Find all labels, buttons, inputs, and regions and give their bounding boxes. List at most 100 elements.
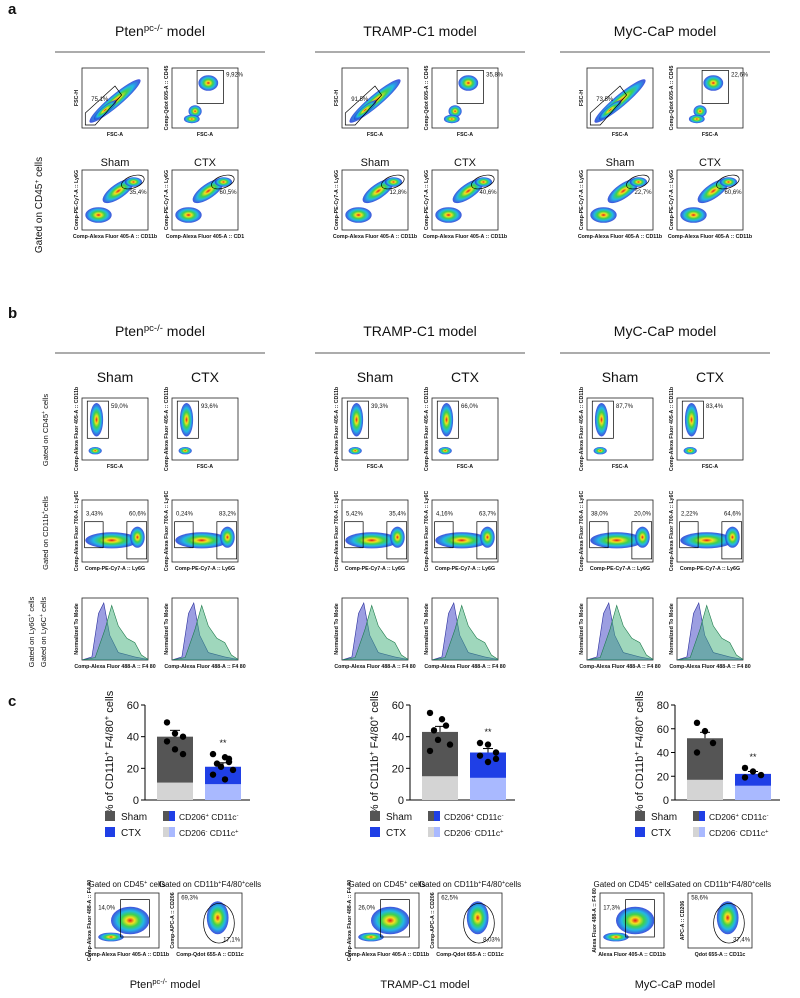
text-part: - (735, 829, 737, 835)
x-axis-label: Comp-Alexa Fluor 405-A :: CD11b (668, 234, 753, 240)
data-point (476, 752, 484, 759)
gate (701, 70, 729, 104)
plot-content (348, 402, 364, 455)
y-tick-label: 40 (127, 732, 139, 744)
text-part: MyC-CaP model (635, 979, 716, 991)
y-axis-label: FSC-H (334, 90, 340, 106)
gate-percent: 60,6% (129, 512, 147, 518)
gate (713, 903, 745, 944)
density (371, 906, 410, 935)
y-tick-label: 60 (657, 724, 669, 736)
data-point (430, 727, 438, 734)
text-part: Pten (115, 23, 144, 39)
data-point (171, 746, 179, 753)
density (466, 901, 489, 935)
density (448, 105, 462, 118)
gate (196, 70, 224, 104)
data-point (741, 774, 749, 781)
significance: ** (484, 727, 492, 737)
plot-content (85, 177, 143, 223)
gate (126, 521, 148, 560)
text-part: cells (147, 880, 165, 889)
plot-content (342, 602, 408, 660)
text-part: + (242, 880, 245, 886)
plot-content (590, 526, 650, 549)
x-axis-label: Comp-Alexa Fluor 405-A :: CD11b (85, 952, 170, 958)
density (198, 75, 219, 91)
plot-content (88, 402, 104, 455)
histogram (342, 604, 408, 660)
data-point (426, 709, 434, 717)
text-part: TRAMP-C1 model (363, 323, 477, 339)
text-part: + (728, 880, 731, 886)
data-point (229, 766, 237, 774)
data-point (476, 739, 484, 747)
text-part: cells (245, 880, 261, 889)
gate-percent: 35,4% (130, 190, 148, 196)
gate (120, 899, 150, 938)
data-point (179, 733, 187, 740)
text-part: cells (27, 596, 36, 613)
x-axis-label: Comp-PE-Cy7-A :: Ly6G (680, 566, 740, 572)
text-part: Gated on CD11b (41, 514, 50, 570)
model-title: MyC-CaP model (614, 323, 716, 339)
density (719, 177, 738, 187)
density (688, 114, 705, 124)
plot-content (683, 402, 699, 455)
text-part: + (34, 180, 41, 184)
y-tick-label: 0 (663, 795, 669, 807)
density (175, 207, 202, 223)
gate-percent: 39,3% (371, 404, 389, 410)
density (452, 178, 484, 204)
density (175, 532, 229, 549)
y-axis-label: % of CD11b+ F4/80+ cells (102, 690, 117, 814)
condition-header: CTX (454, 157, 477, 169)
x-axis-label: Comp-Alexa Fluor 488-A :: F4 80 (579, 664, 660, 670)
condition-header: CTX (699, 157, 722, 169)
density (93, 100, 117, 120)
plot-content (345, 526, 405, 549)
density (680, 532, 734, 549)
gate-percent: 22,7% (635, 190, 653, 196)
legend-swatch (635, 811, 645, 821)
density (102, 178, 134, 204)
y-axis-label: Normalized To Mode (579, 603, 585, 654)
gate (679, 521, 699, 549)
text-part: - (205, 829, 207, 835)
text-part: - (237, 813, 239, 819)
plot-content (175, 526, 235, 549)
text-part: Gated on CD45 (348, 880, 404, 889)
bar-segment (687, 779, 723, 800)
density (345, 207, 372, 223)
text-part: + (649, 880, 652, 886)
density (206, 901, 229, 935)
density (178, 446, 192, 455)
x-axis-label: FSC-A (612, 132, 628, 138)
density (725, 526, 740, 548)
gate (476, 521, 498, 560)
text-part: Gated on CD45 (34, 183, 45, 253)
panel-label: a (8, 1, 17, 18)
text-part: cells (41, 496, 50, 511)
data-point (741, 764, 749, 772)
text-part: + (41, 411, 47, 414)
y-axis-label: FSC-H (579, 90, 585, 106)
density (179, 402, 194, 437)
legend-swatch (370, 827, 380, 837)
y-axis-label: Comp-Alexa Fluor 700-A :: Ly6C (424, 491, 430, 572)
density (89, 402, 104, 437)
density (629, 177, 648, 187)
density (85, 532, 139, 549)
bar-segment (157, 736, 193, 783)
y-axis-label: Comp-APC-A :: CD206 (170, 892, 176, 948)
bar-segment (735, 785, 771, 800)
row-label: Gated on Ly6C+ cells (39, 597, 48, 667)
data-point (749, 768, 757, 775)
condition-header: CTX (451, 369, 480, 385)
bar-segment (687, 738, 723, 780)
y-axis-label: Comp-PE-Cy7-A :: Ly6G (164, 170, 170, 230)
text-part: Gated on CD45 (88, 880, 144, 889)
x-axis-label: Comp-Alexa Fluor 405-A :: CD11b (423, 234, 508, 240)
data-point (709, 739, 717, 747)
